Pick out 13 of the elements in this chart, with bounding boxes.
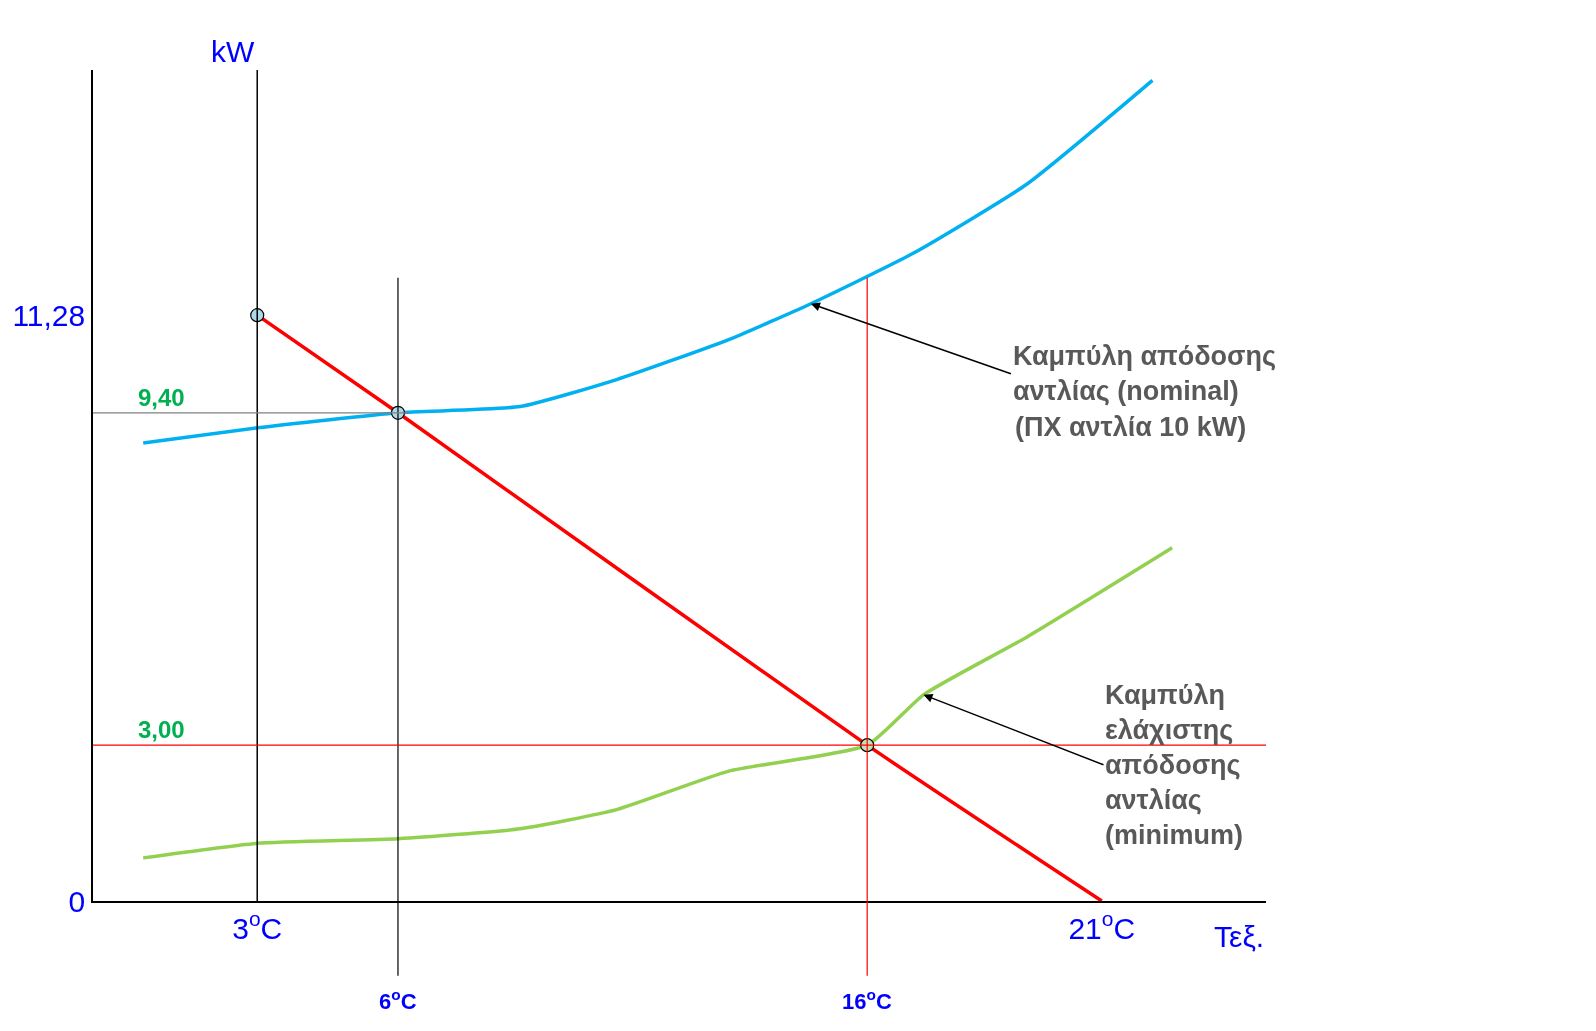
ref-line-label: 16$^{o}$C [842,986,892,1015]
annotation: (ΠΧ αντλία 10 kW) [1015,412,1247,442]
y-axis-title: kW [211,35,255,68]
x-tick-label: 21$^{o}$C [1068,907,1136,945]
annotation: Καμπύλη ελάχιστης απόδοσης αντλίας (minimum) [1105,680,1243,851]
x-tick-label: 3$^{o}$C [232,907,283,945]
ref-line-label: 9,40 [138,384,185,411]
annotation: Καμπύλη απόδοσης αντλίας (nominal) [1013,341,1277,407]
ref-line-label: 6$^{o}$C [379,986,417,1015]
x-axis-title: Τεξ. [1214,920,1265,953]
y-tick-label: 0 [68,884,86,918]
y-tick-label: 11,28 [12,298,86,332]
ref-line-label: 3,00 [138,716,185,743]
